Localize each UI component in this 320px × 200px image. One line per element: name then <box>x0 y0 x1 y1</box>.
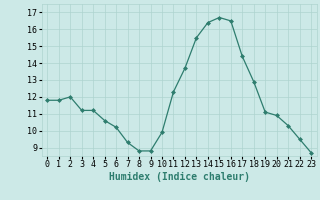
X-axis label: Humidex (Indice chaleur): Humidex (Indice chaleur) <box>109 172 250 182</box>
